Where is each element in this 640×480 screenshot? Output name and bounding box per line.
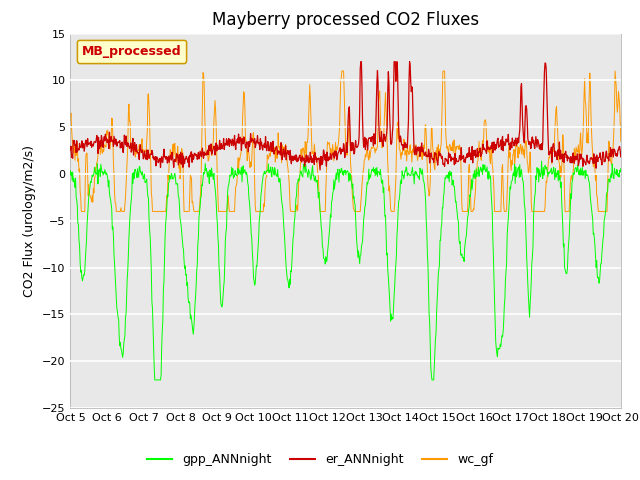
- Title: Mayberry processed CO2 Fluxes: Mayberry processed CO2 Fluxes: [212, 11, 479, 29]
- Y-axis label: CO2 Flux (urology/m2/s): CO2 Flux (urology/m2/s): [24, 145, 36, 297]
- Legend: gpp_ANNnight, er_ANNnight, wc_gf: gpp_ANNnight, er_ANNnight, wc_gf: [142, 448, 498, 471]
- Legend: MB_processed: MB_processed: [77, 40, 186, 63]
